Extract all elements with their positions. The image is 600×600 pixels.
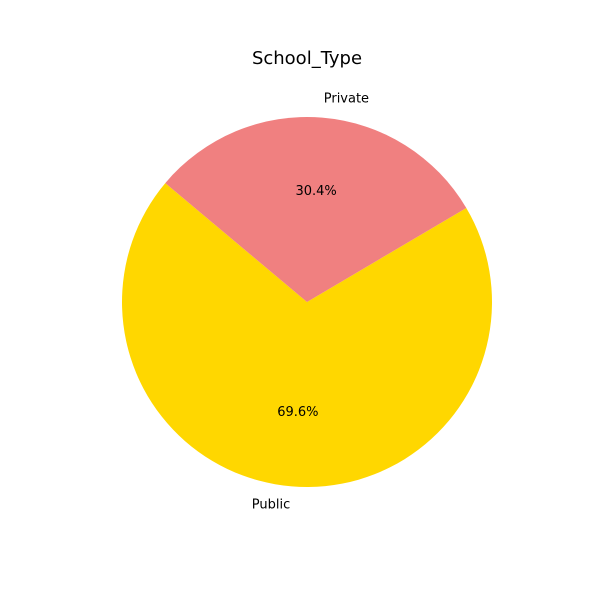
pie-percent-label-private: 30.4% (295, 184, 336, 199)
pie-slice-private (165, 117, 467, 302)
chart-title: School_Type (252, 48, 362, 69)
pie-labels: 69.6% Public 30.4% Private (252, 92, 369, 513)
pie-slice-public (122, 183, 493, 488)
pie-slices (122, 117, 493, 488)
pie-slice-label-public: Public (252, 497, 290, 512)
pie-slice-label-private: Private (324, 92, 369, 107)
pie-percent-label-public: 69.6% (277, 405, 318, 420)
